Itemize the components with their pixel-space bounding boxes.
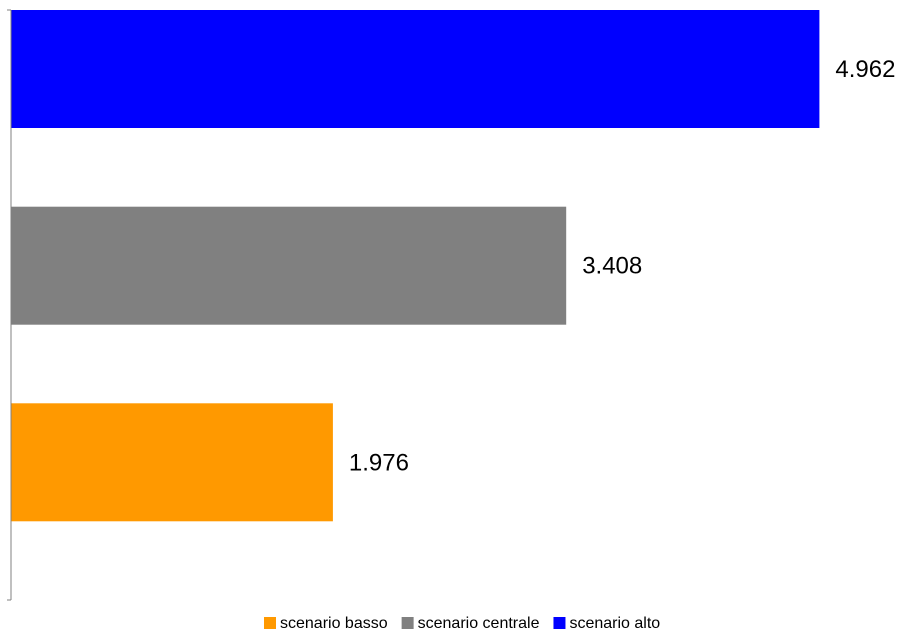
value-label-scenario-basso: 1.976 (349, 449, 409, 476)
bar-scenario-centrale (11, 207, 566, 325)
legend-label-scenario-centrale: scenario centrale (418, 615, 540, 632)
bar-scenario-alto (11, 10, 819, 128)
legend-swatch-scenario-alto (553, 617, 565, 629)
legend-swatch-scenario-basso (264, 617, 276, 629)
legend-swatch-scenario-centrale (402, 617, 414, 629)
legend-label-scenario-alto: scenario alto (569, 615, 660, 632)
bars-group (11, 10, 819, 521)
legend: scenario basso scenario centrale scenario … (264, 615, 660, 632)
legend-label-scenario-basso: scenario basso (280, 615, 388, 632)
bar-scenario-basso (11, 403, 333, 521)
value-label-scenario-alto: 4.962 (835, 56, 895, 83)
value-label-scenario-centrale: 3.408 (582, 253, 642, 280)
